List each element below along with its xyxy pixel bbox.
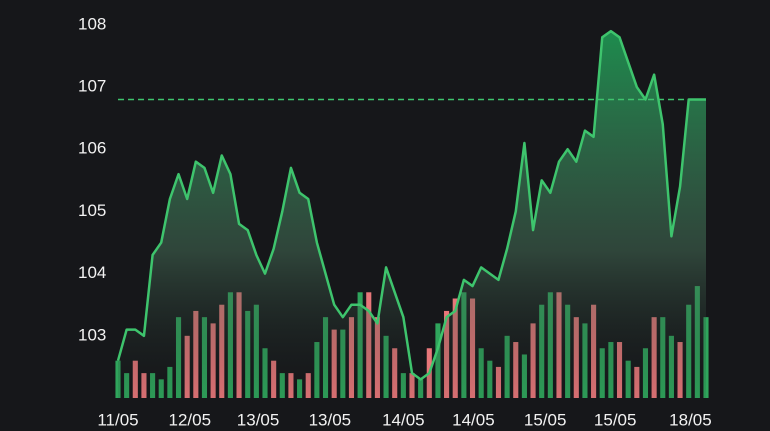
x-tick-label: 14/05	[382, 410, 425, 429]
x-tick-label: 15/05	[524, 410, 567, 429]
price-line	[116, 29, 706, 381]
y-tick-label: 105	[78, 201, 106, 220]
x-tick-label: 11/05	[97, 410, 138, 429]
x-tick-label: 13/05	[237, 410, 280, 429]
price-area	[118, 31, 706, 398]
y-tick-label: 106	[78, 139, 106, 158]
x-tick-label: 14/05	[452, 410, 495, 429]
x-tick-label: 15/05	[594, 410, 637, 429]
x-tick-label: 12/05	[168, 410, 211, 429]
y-tick-label: 103	[78, 325, 106, 344]
y-tick-label: 108	[78, 14, 106, 33]
y-tick-label: 107	[78, 77, 106, 96]
x-tick-label: 13/05	[309, 410, 352, 429]
y-tick-label: 104	[78, 263, 106, 282]
x-tick-label: 18/05	[669, 410, 712, 429]
